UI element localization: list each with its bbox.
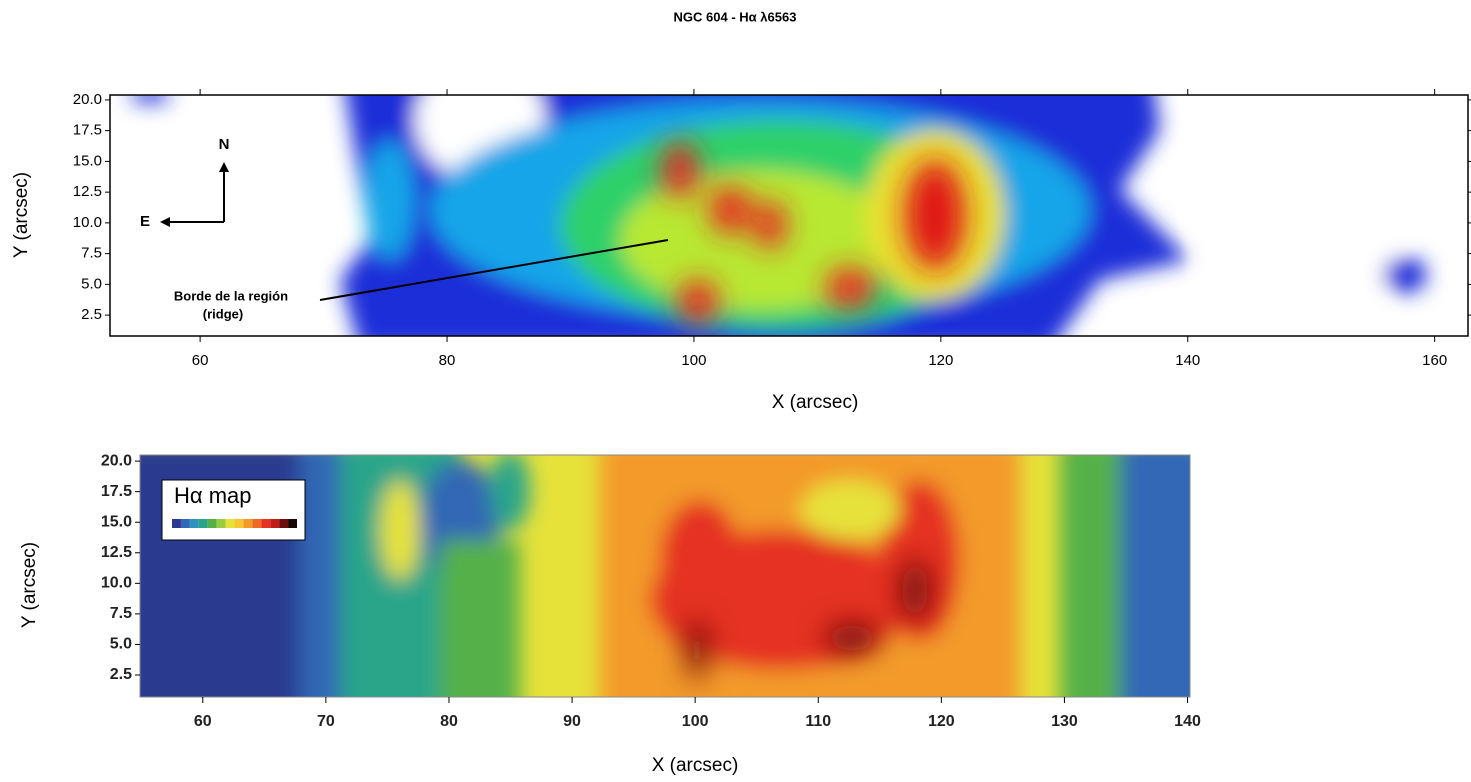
y-tick-label: 5.0 [81,275,102,292]
ridge-line [319,239,669,301]
x-tick-label: 100 [681,352,706,369]
y-axis-label: Y (arcsec) [19,542,40,628]
colorbar-cell [189,519,199,528]
y-tick-label: 7.5 [81,245,102,262]
y-tick-label: 17.5 [73,122,102,139]
chart-title: NGC 604 - Hα λ6563 [674,9,797,24]
colorbar-cell [180,519,190,528]
colorbar-cell [198,519,208,528]
x-tick-label: 120 [928,713,955,730]
x-tick-label: 80 [440,713,458,730]
colorbar-cell [225,519,235,528]
colorbar-cell [172,519,181,528]
colorbar-cell [279,519,289,528]
x-tick-label: 90 [563,713,581,730]
y-tick-label: 2.5 [110,666,132,683]
x-tick-label: 80 [439,352,456,369]
plot-frame [109,94,1469,337]
annotation: N [219,136,230,153]
contour-map [130,95,1427,336]
y-tick-label: 10.0 [101,575,132,592]
y-tick-label: 20.0 [101,452,132,469]
colorbar-cell [207,519,217,528]
y-axis-label: Y (arcsec) [11,172,32,258]
colorbar-cell [270,519,280,528]
x-axis-label: X (arcsec) [652,755,739,776]
y-tick-label: 15.0 [73,152,102,169]
x-tick-label: 70 [317,713,335,730]
colorbar-cell [252,519,262,528]
arrow-head [219,162,229,172]
y-tick-label: 12.5 [73,183,102,200]
plot-frame [139,454,1191,698]
colorbar-cell [288,519,297,528]
x-tick-label: 110 [805,713,831,730]
y-tick-label: 12.5 [101,544,132,561]
colorbar-cell [216,519,226,528]
y-tick-label: 2.5 [81,306,102,323]
x-axis-label: X (arcsec) [772,392,859,413]
x-tick-label: 100 [682,713,709,730]
y-tick-label: 7.5 [110,605,132,622]
arrow-head [160,217,170,227]
legend-box [161,479,306,541]
x-tick-label: 120 [928,352,953,369]
y-tick-label: 15.0 [101,513,132,530]
x-tick-label: 130 [1051,713,1078,730]
y-tick-label: 5.0 [110,636,132,653]
y-tick-label: 17.5 [101,483,132,500]
colorbar-cell [243,519,253,528]
y-tick-label: 20.0 [73,91,102,108]
annotation: E [140,213,150,230]
annotation: (ridge) [203,306,243,321]
x-tick-label: 160 [1422,352,1447,369]
colorbar-cell [234,519,244,528]
x-tick-label: 140 [1174,713,1201,730]
y-tick-label: 10.0 [73,214,102,231]
colorbar-cell [261,519,271,528]
x-tick-label: 60 [194,713,212,730]
legend-label: Hα map [174,483,252,508]
x-tick-label: 140 [1175,352,1200,369]
x-tick-label: 60 [192,352,209,369]
annotation: Borde de la región [174,288,288,303]
